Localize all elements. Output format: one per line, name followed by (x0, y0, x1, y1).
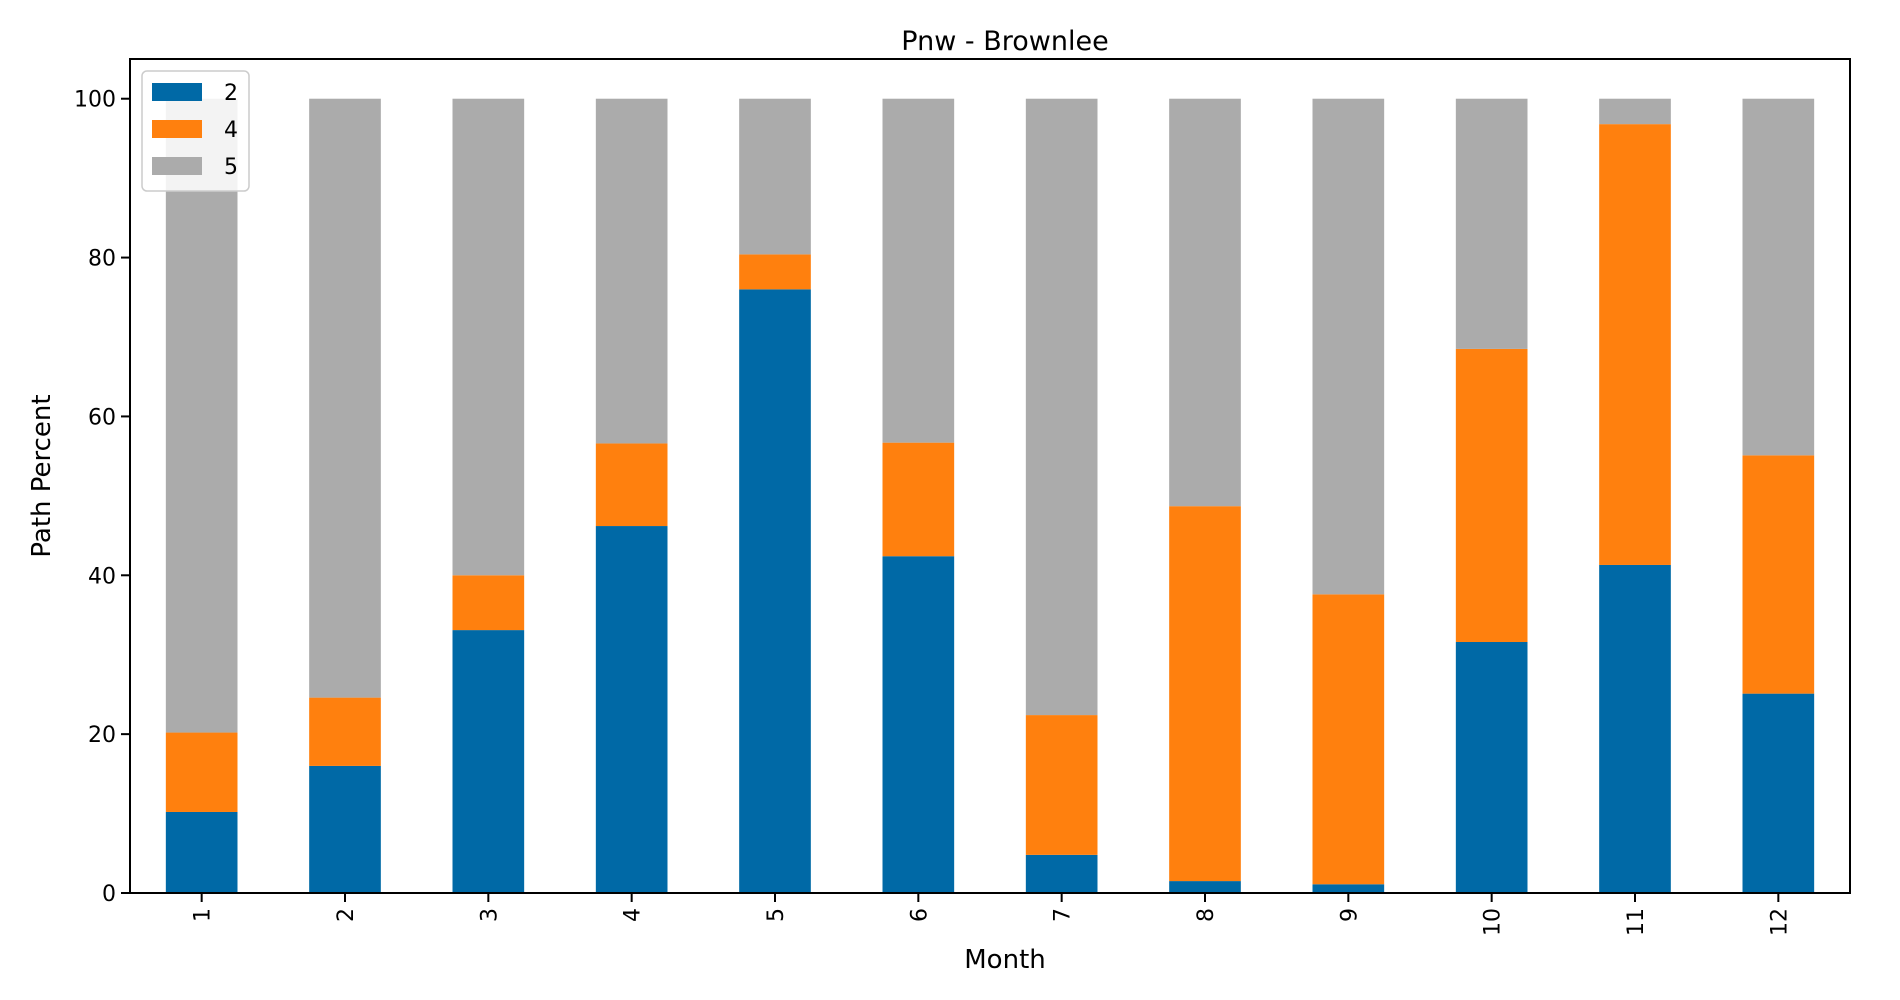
bar-month-12-series-2 (1742, 693, 1815, 893)
x-tick-label: 9 (1337, 908, 1362, 922)
plot-frame (129, 58, 1851, 894)
y-tick-label: 80 (88, 247, 116, 272)
bar-month-12-series-5 (1742, 98, 1815, 456)
x-tick-label: 12 (1767, 908, 1792, 936)
bar-month-11-series-5 (1599, 98, 1671, 125)
y-tick-label: 40 (88, 564, 116, 589)
x-tick-label: 1 (191, 908, 216, 922)
y-tick-label: 60 (88, 405, 116, 430)
bar-month-11-series-4 (1599, 124, 1671, 565)
bar-month-10-series-5 (1455, 98, 1528, 349)
bar-month-10-series-2 (1455, 642, 1528, 893)
x-axis-title: Month (964, 945, 1046, 975)
bar-month-2-series-4 (309, 697, 381, 766)
bar-month-6-series-5 (882, 98, 955, 443)
bar-month-8-series-2 (1169, 881, 1241, 893)
bar-month-2-series-5 (309, 98, 381, 698)
bar-month-12-series-4 (1742, 455, 1815, 694)
bar-month-5-series-4 (739, 254, 811, 290)
bar-month-6-series-4 (882, 442, 955, 557)
legend-label-4: 4 (224, 118, 238, 143)
x-tick-label: 4 (621, 908, 646, 922)
bar-month-7-series-2 (1025, 854, 1098, 893)
legend: 2 4 5 (141, 70, 250, 192)
bar-month-1-series-4 (165, 732, 238, 812)
bar-month-7-series-5 (1025, 98, 1098, 716)
bar-month-4-series-4 (595, 443, 668, 527)
bar-month-1-series-2 (165, 811, 238, 893)
bar-month-4-series-5 (595, 98, 668, 444)
y-tick-label: 100 (74, 88, 116, 113)
legend-swatch-4 (152, 120, 202, 138)
x-tick-label: 2 (334, 908, 359, 922)
bar-month-3-series-5 (452, 98, 525, 576)
bar-month-9-series-2 (1312, 884, 1385, 893)
x-tick-label: 10 (1481, 908, 1506, 936)
x-tick-label: 6 (907, 908, 932, 922)
x-axis: 1 2 3 4 5 6 7 8 9 10 11 12 (191, 893, 1792, 936)
chart-title: Pnw - Brownlee (901, 26, 1108, 57)
bar-month-8-series-5 (1169, 98, 1241, 507)
bar-month-4-series-2 (595, 526, 668, 893)
bar-month-1-series-5 (165, 98, 238, 733)
legend-swatch-2 (152, 83, 202, 101)
x-tick-label: 11 (1624, 908, 1649, 936)
y-axis: 0 20 40 60 80 100 (74, 88, 130, 907)
x-tick-label: 8 (1194, 908, 1219, 922)
bar-month-2-series-2 (309, 765, 381, 893)
legend-label-5: 5 (224, 155, 238, 180)
legend-label-2: 2 (224, 81, 238, 106)
bar-month-10-series-4 (1455, 348, 1528, 643)
bar-month-3-series-2 (452, 630, 525, 893)
bar-month-11-series-2 (1599, 564, 1671, 893)
y-axis-title: Path Percent (27, 394, 57, 557)
bar-month-5-series-2 (739, 289, 811, 893)
bar-month-6-series-2 (882, 556, 955, 893)
y-tick-label: 0 (102, 882, 116, 907)
bar-month-3-series-4 (452, 575, 525, 631)
x-tick-label: 3 (477, 908, 502, 922)
legend-swatch-5 (152, 157, 202, 175)
bar-month-5-series-5 (739, 98, 811, 255)
bar-month-8-series-4 (1169, 506, 1241, 882)
bar-month-9-series-5 (1312, 98, 1385, 595)
bar-month-7-series-4 (1025, 715, 1098, 855)
bar-month-9-series-4 (1312, 594, 1385, 885)
x-tick-label: 7 (1051, 908, 1076, 922)
x-tick-label: 5 (764, 908, 789, 922)
bars-layer (165, 98, 1815, 893)
y-tick-label: 20 (88, 723, 116, 748)
